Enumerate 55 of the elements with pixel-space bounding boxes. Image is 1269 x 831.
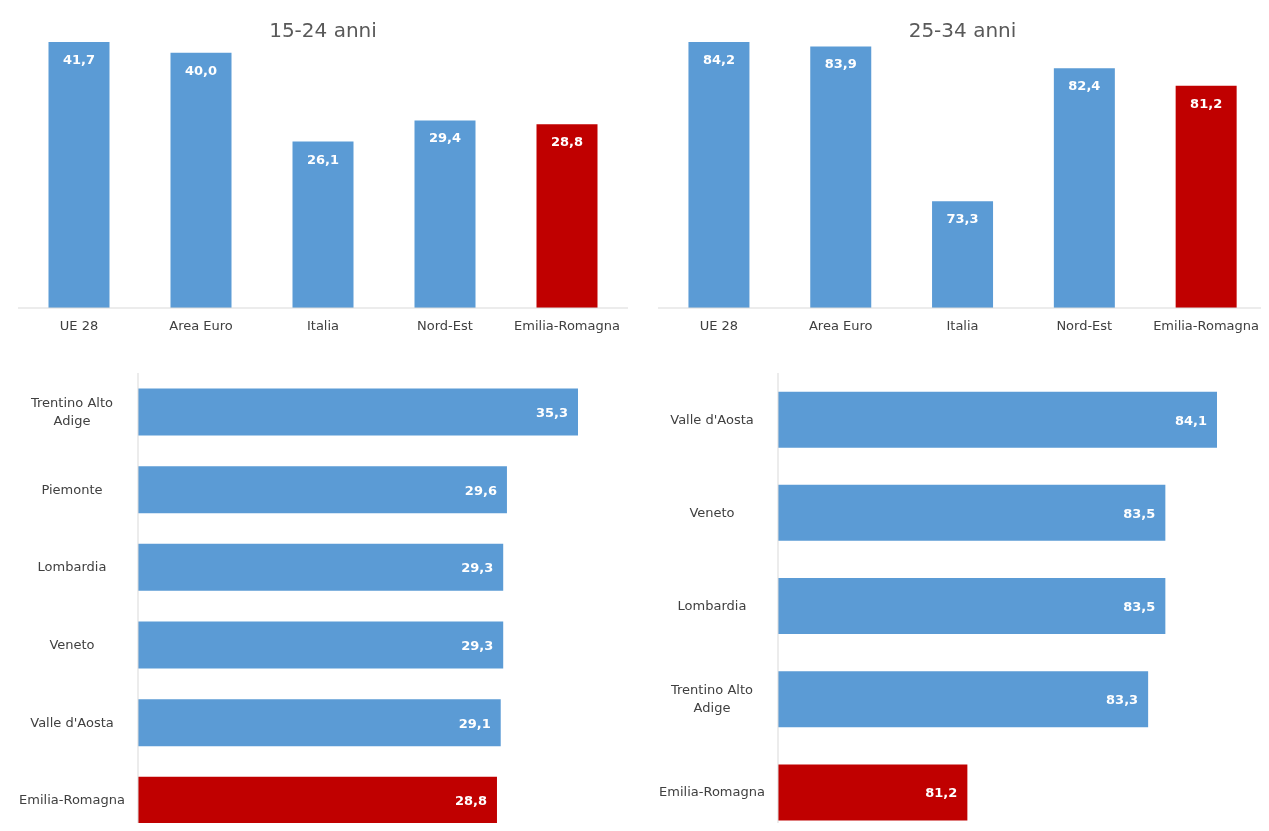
x-tick-label: Italia — [946, 318, 979, 333]
x-tick-label: Emilia-Romagna — [1153, 318, 1260, 333]
y-tick-label: Trentino Alto Adige — [30, 394, 113, 428]
data-label: 84,1 — [1174, 412, 1207, 428]
data-label: 81,2 — [925, 785, 958, 801]
chart-title: 15-24 anni — [268, 18, 378, 42]
data-label: 26,1 — [306, 151, 340, 167]
bar — [170, 52, 232, 308]
y-tick-label: Valle d'Aosta — [30, 714, 114, 730]
y-tick-label: Lombardia — [37, 559, 107, 575]
data-label: 81,2 — [1190, 95, 1223, 111]
data-label: 83,3 — [1106, 692, 1139, 708]
x-tick-label: UE 28 — [699, 318, 739, 333]
y-tick-label: Lombardia — [677, 598, 747, 613]
data-label: 29,3 — [461, 638, 494, 654]
x-tick-label: Nord-Est — [417, 318, 473, 333]
x-tick-label: Area Euro — [169, 318, 233, 333]
y-tick-label: Emilia-Romagna — [659, 784, 765, 800]
chart-title: 25-34 anni — [907, 18, 1018, 42]
data-label: 83,5 — [1123, 599, 1156, 615]
data-label: 83,5 — [1123, 505, 1156, 521]
bar — [138, 776, 497, 823]
data-label: 29,6 — [464, 482, 497, 498]
y-tick-label: Veneto — [49, 636, 95, 652]
data-label: 29,1 — [458, 715, 491, 731]
x-tick-label: UE 28 — [59, 318, 99, 333]
y-tick-label: Emilia-Romagna — [19, 792, 125, 808]
x-tick-label: Italia — [306, 318, 340, 333]
data-label: 29,4 — [428, 130, 462, 146]
x-tick-label: Area Euro — [808, 318, 873, 333]
data-label: 82,4 — [1068, 78, 1101, 94]
data-label: 40,0 — [184, 62, 218, 78]
y-tick-label: Veneto — [689, 504, 735, 520]
bar — [48, 42, 110, 308]
bar — [138, 621, 504, 669]
bar — [536, 124, 598, 308]
bar — [138, 543, 504, 591]
y-tick-label: Valle d'Aosta — [670, 411, 754, 427]
bar — [414, 120, 476, 308]
bar — [138, 699, 501, 747]
data-label: 28,8 — [454, 793, 487, 809]
data-label: 35,3 — [535, 405, 568, 421]
y-tick-label: Trentino Alto Adige — [670, 682, 753, 716]
x-tick-label: Nord-Est — [1056, 318, 1113, 333]
y-tick-label: Piemonte — [41, 481, 103, 497]
x-tick-label: Emilia-Romagna — [514, 318, 620, 333]
data-label: 84,2 — [702, 52, 735, 67]
bar — [138, 466, 507, 514]
data-label: 83,9 — [824, 56, 857, 72]
bar — [138, 388, 578, 436]
bar — [292, 141, 354, 308]
data-label: 29,3 — [461, 560, 494, 576]
data-label: 28,8 — [550, 134, 584, 150]
data-label: 73,3 — [946, 211, 979, 227]
data-label: 41,7 — [62, 52, 96, 67]
